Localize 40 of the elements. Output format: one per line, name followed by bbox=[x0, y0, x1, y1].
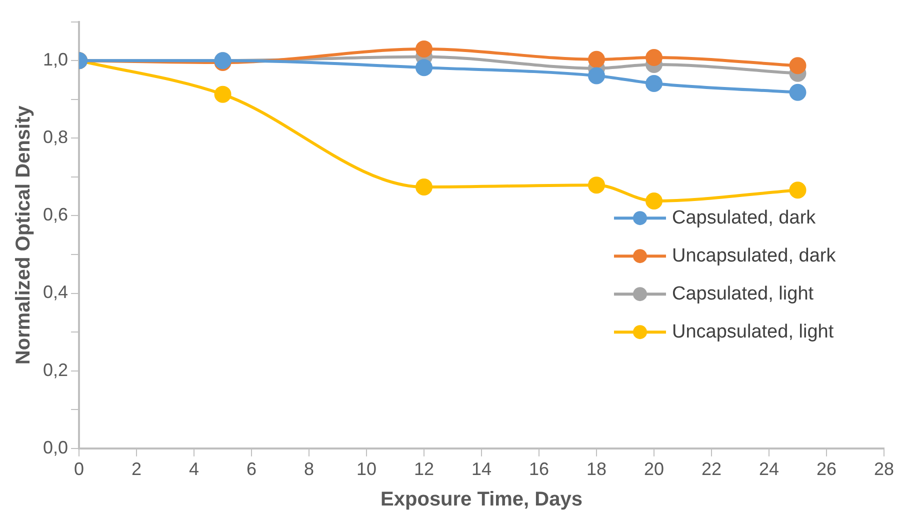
legend-label: Capsulated, light bbox=[672, 283, 814, 304]
x-tick-label: 12 bbox=[414, 459, 434, 480]
legend-label: Capsulated, dark bbox=[672, 207, 816, 228]
point bbox=[789, 57, 806, 74]
y-tick-label: 0,8 bbox=[42, 127, 68, 148]
y-tick-label: 0,2 bbox=[42, 360, 68, 380]
y-tick-label: 0,4 bbox=[42, 282, 68, 302]
y-tick-label: 1,0 bbox=[42, 50, 68, 70]
y-axis-title: Normalized Optical Density bbox=[12, 104, 35, 365]
x-tick-label: 24 bbox=[758, 459, 780, 480]
point bbox=[588, 50, 606, 68]
point bbox=[588, 67, 606, 84]
point bbox=[789, 84, 806, 101]
point bbox=[646, 48, 663, 66]
x-tick-label: 8 bbox=[304, 459, 314, 480]
legend-label: Uncapsulated, light bbox=[672, 321, 834, 342]
point bbox=[416, 59, 433, 76]
x-axis-title: Exposure Time, Days bbox=[380, 488, 582, 511]
legend-label: Uncapsulated, dark bbox=[672, 245, 836, 266]
x-tick-label: 26 bbox=[816, 459, 837, 480]
x-tick-label: 4 bbox=[189, 459, 200, 480]
x-tick-label: 0 bbox=[74, 459, 84, 480]
x-tick-label: 6 bbox=[246, 459, 257, 480]
x-tick-label: 28 bbox=[874, 459, 894, 480]
y-tick-label: 0,6 bbox=[42, 204, 68, 225]
x-tick-label: 22 bbox=[701, 459, 722, 480]
point bbox=[416, 178, 433, 196]
x-tick-label: 2 bbox=[132, 459, 142, 480]
point bbox=[789, 182, 806, 199]
point bbox=[214, 86, 232, 103]
x-tick-label: 16 bbox=[528, 459, 550, 480]
x-tick-label: 14 bbox=[471, 459, 492, 480]
y-tick-label: 0,0 bbox=[42, 437, 68, 458]
point bbox=[416, 40, 433, 58]
point bbox=[588, 176, 606, 194]
point bbox=[646, 74, 663, 92]
x-tick-label: 20 bbox=[644, 459, 664, 480]
x-tick-label: 18 bbox=[586, 459, 607, 480]
point bbox=[646, 192, 663, 210]
x-tick-label: 10 bbox=[356, 459, 377, 480]
